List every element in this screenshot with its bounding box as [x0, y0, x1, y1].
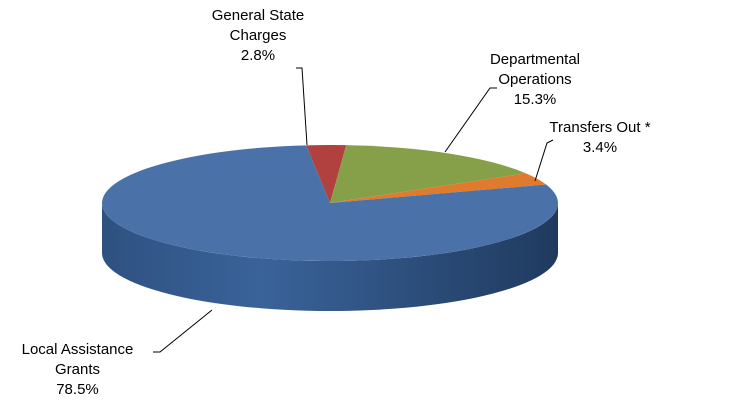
- category-name: General State Charges: [211, 7, 305, 44]
- leader-line: [444, 87, 497, 153]
- slice-label: Transfers Out * 3.4%: [535, 118, 665, 158]
- value-label: 2.8%: [240, 47, 276, 64]
- slice-side: [102, 203, 558, 311]
- slice: [330, 173, 547, 203]
- leader-line: [534, 139, 554, 182]
- leader-line: [296, 67, 308, 146]
- slice: [306, 145, 347, 203]
- category-name: Local Assistance Grants: [21, 341, 134, 378]
- category-name: Departmental Operations: [489, 51, 581, 88]
- slice-label: Local Assistance Grants 78.5%: [10, 340, 145, 400]
- category-name: Transfers Out *: [549, 119, 651, 136]
- value-label: 78.5%: [56, 381, 99, 398]
- value-label: 3.4%: [582, 139, 618, 156]
- value-label: 15.3%: [513, 91, 557, 108]
- leader-line: [153, 309, 213, 353]
- slice-label: Departmental Operations 15.3%: [480, 50, 590, 110]
- slice-label: General State Charges 2.8%: [198, 6, 318, 66]
- slice: [101, 145, 558, 261]
- slice: [330, 145, 526, 203]
